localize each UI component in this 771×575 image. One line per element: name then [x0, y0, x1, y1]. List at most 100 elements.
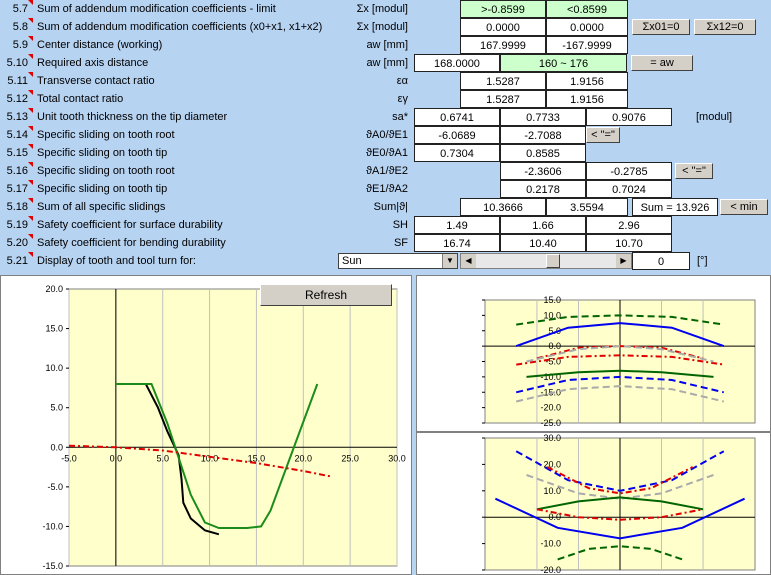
- y-tick-label: 15.0: [543, 295, 561, 305]
- value-cell-0: 0.6741: [414, 108, 500, 126]
- row-number: 5.14: [6, 129, 28, 141]
- scroll-left-icon[interactable]: ◀: [461, 254, 476, 268]
- scroll-right-icon[interactable]: ▶: [616, 254, 631, 268]
- gear-select[interactable]: Sun ▼: [338, 253, 458, 269]
- y-tick-label: -10.0: [540, 539, 561, 549]
- value-cell-2: 3.5594: [546, 198, 628, 216]
- y-tick-label: 15.0: [45, 324, 63, 334]
- value-cell-2: 2.96: [586, 216, 672, 234]
- value-cell-1: 1.66: [500, 216, 586, 234]
- series-line: [115, 383, 319, 529]
- equal-sliding-button-1[interactable]: < "=": [586, 127, 620, 143]
- row-label: Specific sliding on tooth tip: [37, 147, 168, 159]
- param-row: 5.17 Specific sliding on tooth tip ϑE1/ϑA2…: [0, 180, 771, 198]
- row-number: 5.16: [6, 165, 28, 177]
- row-symbol: εγ: [397, 93, 408, 105]
- row-symbol: Σx [modul]: [356, 21, 408, 33]
- value-cell-2: 10.70: [586, 234, 672, 252]
- comment-marker: [28, 0, 33, 5]
- turn-angle-value: 0: [632, 252, 690, 270]
- value-cell-2: 1.9156: [546, 72, 628, 90]
- param-row: 5.19 Safety coefficient for surface durab…: [0, 216, 771, 234]
- y-tick-label: -20.0: [540, 403, 561, 413]
- row-symbol: SH: [392, 219, 408, 231]
- row-number: 5.11: [7, 75, 28, 87]
- param-row: 5.12 Total contact ratio εγ 1.5287 1.9156: [0, 90, 771, 108]
- x-tick-label: 10.0: [201, 453, 219, 463]
- param-row: 5.10 Required axis distance aw [mm] 168.000…: [0, 54, 771, 72]
- main-chart-panel: 20.0 15.0 10.0 5.0 0.0 -5.0 -10.0 -15.0 -5.0 0.0 5…: [0, 275, 412, 575]
- value-cell-2: <0.8599: [546, 0, 628, 18]
- row-symbol: ϑA1/ϑE2: [366, 165, 408, 177]
- param-row: 5.21 Display of tooth and tool turn for: S…: [0, 252, 771, 270]
- y-tick-label: -20.0: [540, 565, 561, 574]
- row-label: Sum of all specific slidings: [37, 201, 166, 213]
- value-cell-1: 0.7733: [500, 108, 586, 126]
- y-tick-label: 30.0: [543, 433, 561, 443]
- bottom-chart-panel: 30.0 20.0 10.0 0.0 -10.0 -20.0: [416, 432, 771, 575]
- y-tick-label: 20.0: [543, 459, 561, 469]
- comment-marker: [28, 144, 33, 149]
- param-row: 5.18 Sum of all specific slidings Sum|ϑ| 10…: [0, 198, 771, 216]
- comment-marker: [28, 252, 33, 257]
- row-label: Specific sliding on tooth root: [37, 165, 175, 177]
- row-label: Required axis distance: [37, 57, 149, 69]
- series-line: [68, 444, 332, 478]
- top-chart-panel: 15.0 10.0 5.0 0.0 -5.0 -10.0 -15.0 -20.0 -25.0: [416, 275, 771, 432]
- series-line: [115, 383, 220, 536]
- row-symbol: sa*: [392, 111, 408, 123]
- param-row: 5.7 Sum of addendum modification coeffici…: [0, 0, 771, 18]
- series-line: [526, 474, 714, 500]
- required-distance-input[interactable]: 168.0000: [414, 54, 500, 72]
- series-line: [526, 345, 714, 363]
- comment-marker: [28, 180, 33, 185]
- value-cell-2: 0.0000: [546, 18, 628, 36]
- value-cell-2: 1.9156: [546, 90, 628, 108]
- comment-marker: [28, 126, 33, 131]
- y-tick-label: -25.0: [540, 418, 561, 428]
- value-cell-0: 0.7304: [414, 144, 500, 162]
- param-row: 5.9 Center distance (working) aw [mm] 167.9…: [0, 36, 771, 54]
- series-line: [536, 508, 704, 521]
- turn-scrollbar[interactable]: ◀ ▶: [460, 253, 632, 269]
- comment-marker: [28, 54, 33, 59]
- param-row: 5.16 Specific sliding on tooth root ϑA1/ϑE…: [0, 162, 771, 180]
- scroll-thumb[interactable]: [546, 254, 560, 268]
- y-tick-label: -10.0: [540, 372, 561, 382]
- min-sum-button[interactable]: < min: [720, 199, 768, 215]
- series-line: [515, 385, 725, 403]
- comment-marker: [28, 108, 33, 113]
- value-cell-2: -167.9999: [546, 36, 628, 54]
- param-row: 5.8 Sum of addendum modification coeffici…: [0, 18, 771, 36]
- gear-select-value: Sun: [342, 255, 362, 267]
- sum-x12-button[interactable]: Σx12=0: [694, 19, 756, 35]
- row-symbol: Σx [modul]: [356, 3, 408, 15]
- x-tick-label: -5.0: [61, 453, 77, 463]
- comment-marker: [28, 234, 33, 239]
- param-row: 5.11 Transverse contact ratio εα 1.5287 1.91…: [0, 72, 771, 90]
- series-line: [536, 345, 704, 360]
- row-number: 5.13: [6, 111, 28, 123]
- value-cell-1: 1.5287: [460, 90, 546, 108]
- equal-sliding-button-2[interactable]: < "=": [675, 163, 713, 179]
- series-line: [494, 497, 746, 540]
- x-tick-label: 20.0: [295, 453, 313, 463]
- y-tick-label: -5.0: [545, 357, 561, 367]
- refresh-button[interactable]: Refresh: [260, 284, 392, 306]
- series-line: [526, 369, 714, 378]
- series-line: [515, 450, 725, 492]
- distance-range: 160 ~ 176: [500, 54, 627, 72]
- row-number: 5.17: [6, 183, 28, 195]
- sum-x01-button[interactable]: Σx01=0: [632, 19, 690, 35]
- dropdown-arrow-icon[interactable]: ▼: [442, 254, 457, 268]
- param-row: 5.13 Unit tooth thickness on the tip diam…: [0, 108, 771, 126]
- x-tick-label: 15.0: [248, 453, 266, 463]
- series-line: [515, 322, 725, 348]
- row-label: Specific sliding on tooth root: [37, 129, 175, 141]
- row-symbol: Sum|ϑ|: [373, 201, 408, 213]
- set-aw-button[interactable]: = aw: [631, 55, 693, 71]
- y-tick-label: 5.0: [548, 326, 561, 336]
- row-label: Safety coefficient for surface durabilit…: [37, 219, 223, 231]
- unit-label: [modul]: [696, 111, 733, 123]
- value-cell-1: 0.0000: [460, 18, 546, 36]
